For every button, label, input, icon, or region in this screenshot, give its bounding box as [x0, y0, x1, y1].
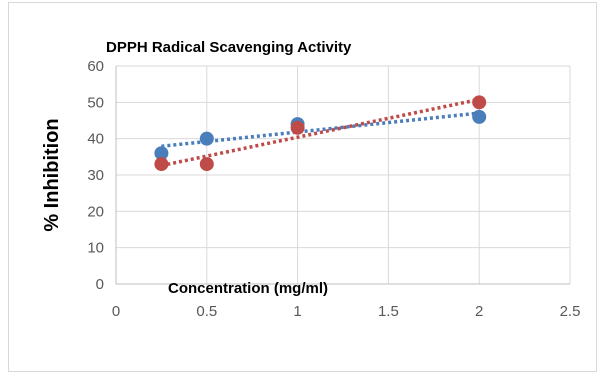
x-tick-label: 1.5: [378, 303, 399, 320]
data-point-series-2: [290, 120, 305, 135]
x-tick-label: 0.5: [196, 303, 217, 320]
x-tick-label: 2: [475, 303, 483, 320]
y-tick-label: 30: [87, 167, 104, 184]
y-tick-label: 50: [87, 94, 104, 111]
data-point-series-1: [472, 109, 487, 124]
chart-title: DPPH Radical Scavenging Activity: [106, 39, 352, 56]
x-tick-label: 1: [293, 303, 301, 320]
trendlines: [161, 97, 480, 168]
y-tick-label: 20: [87, 203, 104, 220]
axes: [115, 66, 570, 285]
y-tick-label: 60: [87, 58, 104, 75]
gridlines: [116, 65, 571, 284]
data-point-series-2: [199, 157, 214, 172]
y-axis-label: % Inhibition: [41, 118, 63, 231]
trendline-series-2: [161, 97, 480, 168]
y-tick-label: 10: [87, 240, 104, 257]
data-point-series-2: [154, 157, 169, 172]
data-point-series-1: [199, 131, 214, 146]
y-tick-label: 40: [87, 131, 104, 148]
x-axis-label: Concentration (mg/ml): [168, 280, 328, 297]
data-points: [154, 95, 487, 172]
x-tick-label: 0: [112, 303, 120, 320]
x-tick-label: 2.5: [560, 303, 581, 320]
tick-labels: 0 10 20 30 40 50 60 0 0.5 1 1.5 2 2.5: [87, 58, 580, 320]
data-point-series-1: [154, 146, 169, 161]
data-point-series-2: [472, 95, 487, 110]
trendline-series-1: [161, 111, 480, 148]
y-tick-label: 0: [96, 276, 104, 293]
